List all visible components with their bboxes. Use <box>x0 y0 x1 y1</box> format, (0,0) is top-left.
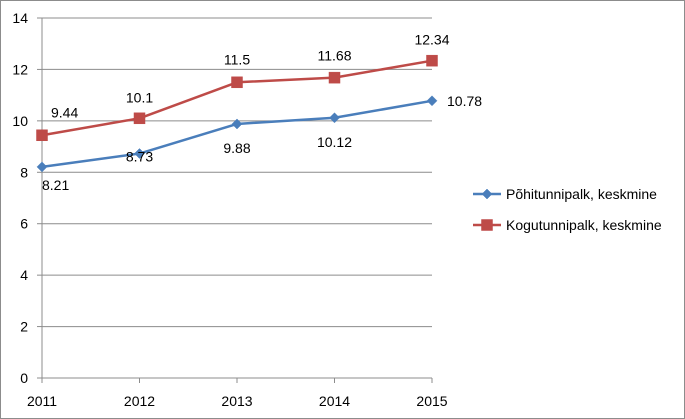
square-marker-s1-1 <box>133 112 146 125</box>
x-tick-label-3: 2014 <box>319 393 350 409</box>
data-label-s0-2: 9.88 <box>223 140 250 156</box>
series-line-0 <box>40 99 434 169</box>
x-tick-label-2: 2013 <box>221 393 252 409</box>
diamond-marker-s0-3 <box>329 112 340 124</box>
legend-square-marker <box>481 219 493 231</box>
data-label-s1-1: 10.1 <box>126 89 153 105</box>
diamond-marker-s0-2 <box>231 118 243 130</box>
y-tick-label-2: 4 <box>20 267 28 283</box>
diamond-marker-s0-4 <box>426 95 438 107</box>
data-label-s1-2: 11.5 <box>224 51 250 67</box>
legend: Põhitunnipalk, keskmine Kogutunnipalk, ke… <box>473 186 662 233</box>
data-label-s0-3: 10.12 <box>317 134 352 150</box>
data-label-s0-4: 10.78 <box>447 93 482 109</box>
diamond-marker-s0-0 <box>36 161 48 173</box>
data-labels: 8.21 8.73 9.88 10.12 10.78 9.44 10.1 11.5 11.68 1… <box>42 32 482 193</box>
y-tick-label-1: 2 <box>20 319 28 335</box>
y-tick-label-7: 14 <box>12 10 28 26</box>
square-marker-s1-2 <box>231 76 243 89</box>
data-label-s1-0: 9.44 <box>51 104 78 120</box>
x-tick-label-1: 2012 <box>124 393 155 409</box>
data-label-s0-0: 8.21 <box>42 177 69 193</box>
legend-label-0: Põhitunnipalk, keskmine <box>506 186 657 202</box>
axes: 0 2 4 6 8 10 12 14 2011 2012 2013 2014 2015 <box>12 10 447 409</box>
square-marker-s1-4 <box>426 54 438 67</box>
data-label-s1-3: 11.68 <box>318 48 352 64</box>
data-label-s1-4: 12.34 <box>414 32 449 48</box>
data-label-s0-1: 8.73 <box>126 149 153 165</box>
legend-label-1: Kogutunnipalk, keskmine <box>506 217 662 233</box>
x-tick-label-4: 2015 <box>416 393 447 409</box>
square-marker-s1-3 <box>328 71 341 84</box>
square-marker-s1-0 <box>36 129 48 142</box>
diamond-marker-s0-1 <box>134 148 145 159</box>
x-tick-label-0: 2011 <box>27 393 57 409</box>
series-group <box>36 54 438 173</box>
y-tick-label-4: 8 <box>20 164 28 180</box>
y-tick-label-6: 12 <box>12 61 28 77</box>
y-tick-label-3: 6 <box>20 216 28 232</box>
legend-diamond-marker <box>481 188 493 200</box>
y-tick-label-5: 10 <box>12 113 28 129</box>
y-tick-label-0: 0 <box>20 370 28 386</box>
